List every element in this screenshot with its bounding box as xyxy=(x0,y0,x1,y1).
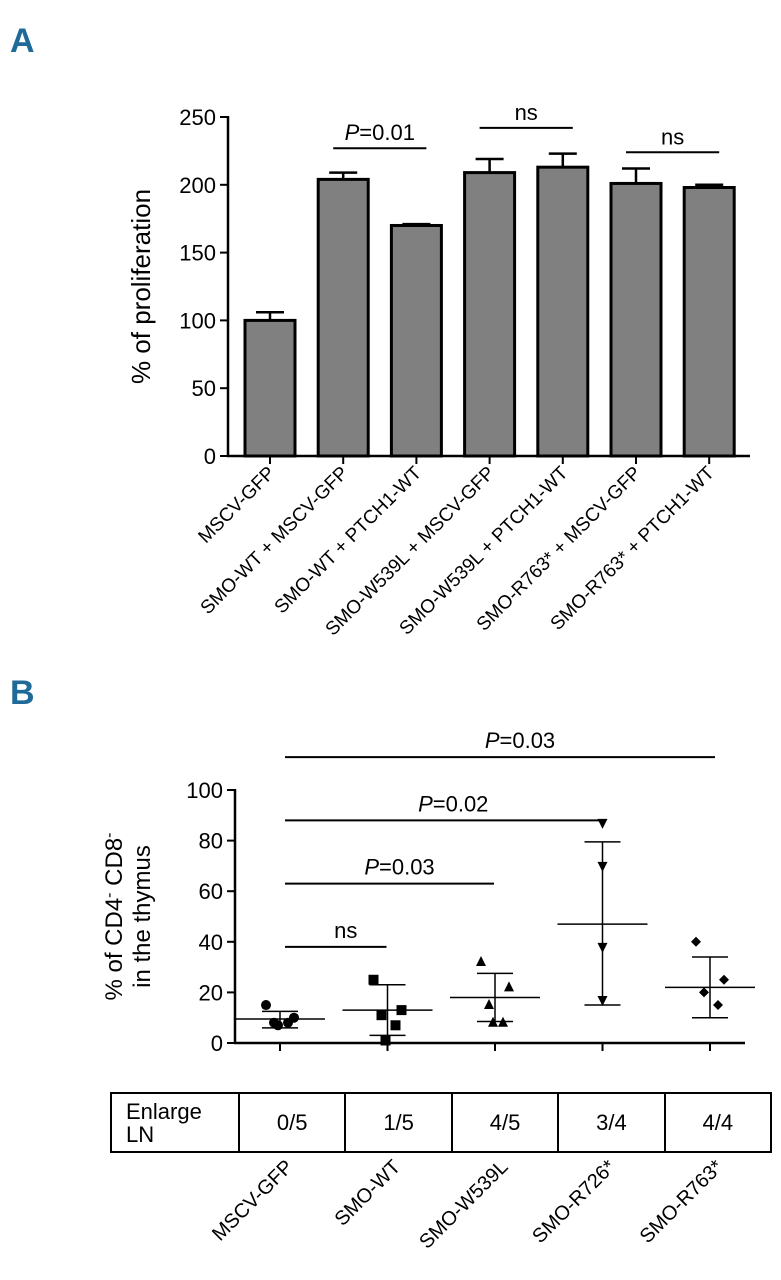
panel-label-a: A xyxy=(10,22,35,60)
point-smo-r763-1 xyxy=(719,974,729,985)
point-smo-r726-0 xyxy=(597,818,608,829)
enlarge-ln-cell-smo-r763: 4/4 xyxy=(663,1094,770,1151)
panel-label-b: B xyxy=(10,674,35,712)
y-axis-label-b-line1: % of CD4- CD8- xyxy=(101,832,129,1000)
significance-label-b-1: P=0.02 xyxy=(418,791,488,816)
enlarge-ln-header-line2: LN xyxy=(126,1121,155,1147)
point-smo-r726-1 xyxy=(597,861,608,872)
enlarge-ln-cell-smo-r726: 3/4 xyxy=(557,1094,663,1151)
point-smo-w539l-0 xyxy=(476,956,486,967)
point-smo-w539l-4 xyxy=(488,1016,498,1027)
point-mscv-gfp-0 xyxy=(261,1000,271,1011)
enlarge-ln-table: Enlarge LN 0/5 1/5 4/5 3/4 4/4 xyxy=(110,1092,772,1153)
bar-smo-wt-mscv-gfp xyxy=(316,177,370,458)
y-tick-label-a-50: 50 xyxy=(192,376,216,401)
point-mscv-gfp-3 xyxy=(283,1017,293,1028)
scatter-chart-thymus: 0 20 40 60 80 100 % of CD4- CD8-in the thymus M… xyxy=(101,728,755,1253)
bar-mscv-gfp xyxy=(243,318,297,458)
x-tick-label-smo-wt-mscv-gfp: SMO-WT + MSCV-GFP xyxy=(197,463,353,619)
point-smo-w539l-3 xyxy=(498,1016,508,1027)
enlarge-ln-cell-mscv-gfp: 0/5 xyxy=(238,1094,344,1151)
bar-smo-w539l-ptch1-wt xyxy=(536,165,590,458)
significance-label-a-0: P=0.01 xyxy=(345,120,415,145)
point-smo-wt-1 xyxy=(396,1005,407,1016)
significance-label-a-2: ns xyxy=(661,124,684,149)
enlarge-ln-header: Enlarge LN xyxy=(112,1094,238,1151)
y-tick-label-a-0: 0 xyxy=(204,444,216,469)
y-axis-label-b-line2: in the thymus xyxy=(129,845,156,988)
x-tick-label-smo-r726: SMO-R726* xyxy=(528,1156,620,1248)
y-tick-label-b-100: 100 xyxy=(186,778,223,803)
point-smo-r726-2 xyxy=(597,942,608,953)
significance-label-b-0: P=0.03 xyxy=(485,728,555,753)
enlarge-ln-cell-smo-wt: 1/5 xyxy=(344,1094,450,1151)
y-tick-label-a-250: 250 xyxy=(179,105,216,130)
y-tick-label-b-80: 80 xyxy=(199,829,223,854)
x-tick-label-mscv-gfp: MSCV-GFP xyxy=(208,1156,297,1245)
point-smo-r726-3 xyxy=(597,995,608,1006)
point-mscv-gfp-4 xyxy=(273,1020,283,1031)
point-smo-r763-3 xyxy=(713,1000,723,1011)
x-tick-label-smo-wt-ptch1-wt: SMO-WT + PTCH1-WT xyxy=(271,462,427,618)
point-smo-wt-0 xyxy=(368,974,379,985)
y-tick-label-b-40: 40 xyxy=(199,930,223,955)
point-smo-wt-4 xyxy=(380,1035,391,1046)
point-smo-wt-2 xyxy=(376,1010,387,1021)
y-tick-label-a-200: 200 xyxy=(179,173,216,198)
x-tick-label-smo-w539l: SMO-W539L xyxy=(415,1156,512,1253)
y-tick-label-b-0: 0 xyxy=(211,1031,223,1056)
bar-smo-r763-ptch1-wt xyxy=(682,186,736,458)
point-smo-w539l-1 xyxy=(504,981,514,992)
point-smo-r763-2 xyxy=(699,987,709,998)
y-tick-label-b-20: 20 xyxy=(199,980,223,1005)
enlarge-ln-cell-smo-w539l: 4/5 xyxy=(450,1094,557,1151)
bar-smo-w539l-mscv-gfp xyxy=(463,171,517,458)
significance-label-b-3: ns xyxy=(334,918,357,943)
point-smo-wt-3 xyxy=(390,1020,401,1031)
significance-label-b-2: P=0.03 xyxy=(364,855,434,880)
x-tick-label-smo-r763: SMO-R763* xyxy=(636,1156,728,1248)
bar-smo-wt-ptch1-wt xyxy=(389,223,443,458)
bar-smo-r763-mscv-gfp xyxy=(609,181,663,458)
y-tick-label-b-60: 60 xyxy=(199,879,223,904)
y-tick-label-a-150: 150 xyxy=(179,241,216,266)
significance-label-a-1: ns xyxy=(515,100,538,125)
y-axis-label-a: % of proliferation xyxy=(126,189,156,384)
enlarge-ln-header-line1: Enlarge xyxy=(126,1098,202,1124)
point-smo-w539l-2 xyxy=(484,999,494,1010)
x-tick-label-smo-wt: SMO-WT xyxy=(331,1156,405,1230)
y-tick-label-a-100: 100 xyxy=(179,308,216,333)
point-smo-r763-0 xyxy=(691,936,701,947)
